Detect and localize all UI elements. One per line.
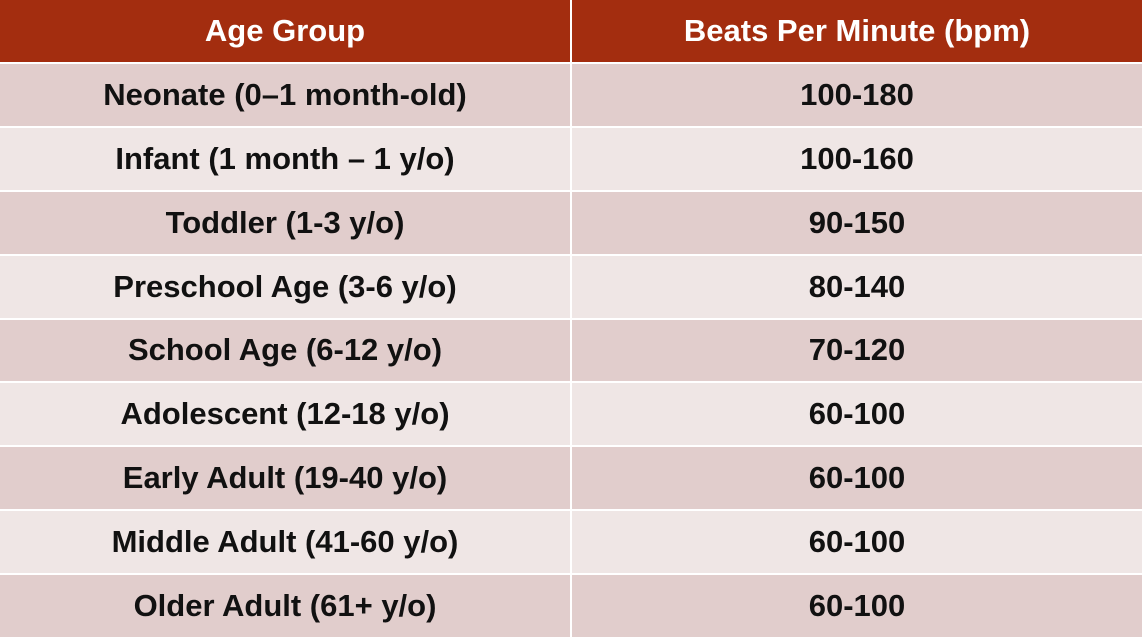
table-row: Adolescent (12-18 y/o) 60-100 — [0, 381, 1142, 448]
table-row: Early Adult (19-40 y/o) 60-100 — [0, 445, 1142, 512]
table-row: Neonate (0–1 month-old) 100-180 — [0, 62, 1142, 128]
age-group-cell: School Age (6-12 y/o) — [0, 317, 572, 384]
age-group-cell: Adolescent (12-18 y/o) — [0, 381, 572, 448]
table-row: Infant (1 month – 1 y/o) 100-160 — [0, 125, 1142, 192]
bpm-cell: 90-150 — [570, 189, 1142, 256]
bpm-cell: 100-180 — [570, 62, 1142, 128]
age-group-cell: Middle Adult (41-60 y/o) — [0, 509, 572, 575]
bpm-cell: 60-100 — [570, 509, 1142, 575]
bpm-cell: 80-140 — [570, 253, 1142, 320]
age-group-cell: Infant (1 month – 1 y/o) — [0, 125, 572, 192]
table-row: Preschool Age (3-6 y/o) 80-140 — [0, 253, 1142, 320]
bpm-cell: 60-100 — [570, 381, 1142, 448]
bpm-cell: 60-100 — [570, 445, 1142, 512]
age-group-cell: Neonate (0–1 month-old) — [0, 62, 572, 128]
table-row: Older Adult (61+ y/o) 60-100 — [0, 573, 1142, 637]
header-row: Age Group Beats Per Minute (bpm) — [0, 0, 1142, 64]
table-header: Age Group Beats Per Minute (bpm) — [0, 0, 1142, 64]
table-row: Toddler (1-3 y/o) 90-150 — [0, 189, 1142, 256]
bpm-cell: 100-160 — [570, 125, 1142, 192]
age-group-cell: Older Adult (61+ y/o) — [0, 573, 572, 637]
age-group-cell: Preschool Age (3-6 y/o) — [0, 253, 572, 320]
age-group-cell: Toddler (1-3 y/o) — [0, 189, 572, 256]
header-cell: Beats Per Minute (bpm) — [570, 0, 1142, 64]
bpm-cell: 60-100 — [570, 573, 1142, 637]
table-body: Neonate (0–1 month-old) 100-180 Infant (1 … — [0, 62, 1142, 637]
age-group-cell: Early Adult (19-40 y/o) — [0, 445, 572, 512]
table-row: Middle Adult (41-60 y/o) 60-100 — [0, 509, 1142, 575]
bpm-cell: 70-120 — [570, 317, 1142, 384]
table-row: School Age (6-12 y/o) 70-120 — [0, 317, 1142, 384]
header-cell: Age Group — [0, 0, 572, 64]
